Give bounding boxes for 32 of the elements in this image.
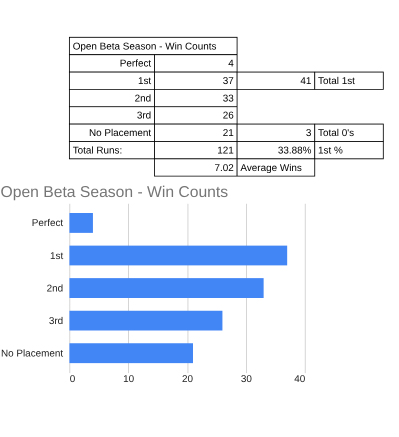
chart-title: Open Beta Season - Win Counts [0,184,228,201]
y-tick-label: Perfect [32,218,64,230]
text: 26 [222,110,234,122]
text: 4 [228,58,234,70]
text: 7.02 [214,162,234,174]
text: 1st % [318,145,344,156]
y-tick-label: 2nd [46,283,64,294]
text: Average Wins [240,162,302,174]
category-label: No Placement [88,128,152,140]
text: Total Runs: [72,145,122,156]
text: 121 [217,145,234,156]
x-tick-label: 0 [70,374,76,386]
category-label: 2nd [134,93,152,104]
category-label: 3rd [136,110,152,122]
text: Total 0's [318,128,354,140]
x-tick-label: 20 [182,374,194,386]
x-tick-label: 10 [123,374,135,386]
y-tick-label: 1st [50,250,64,262]
y-tick-label: 3rd [48,316,64,327]
category-label: Perfect [120,58,152,70]
text: 41 [300,76,312,88]
text: 21 [222,128,234,140]
x-tick-label: 30 [240,374,252,386]
y-tick-label: No Placement [0,348,64,360]
text: 33 [222,93,234,104]
text: 37 [222,76,234,88]
chart-title: Open Beta Season - Win Counts [72,41,216,52]
text: 3 [306,128,312,140]
x-tick-label: 40 [294,374,306,386]
text: 33.88% [278,145,312,156]
category-label: 1st [138,76,152,88]
text: Total 1st [318,76,356,88]
